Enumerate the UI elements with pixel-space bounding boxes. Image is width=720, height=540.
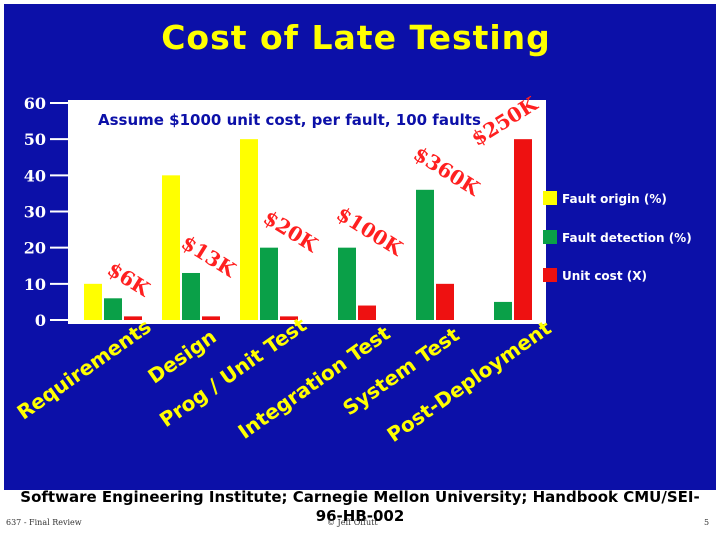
bar-unitcost xyxy=(202,316,220,320)
bar-unitcost xyxy=(280,316,298,320)
bar-detection xyxy=(104,298,122,320)
bar-unitcost xyxy=(514,139,532,320)
bar-detection xyxy=(260,247,278,320)
bar-unitcost xyxy=(436,283,454,320)
chart-annotation: Assume $1000 unit cost, per fault, 100 f… xyxy=(98,111,481,129)
y-tick-label: 40 xyxy=(24,166,46,185)
bar-origin xyxy=(240,139,258,320)
legend-label: Unit cost (X) xyxy=(562,269,647,283)
footer-copyright: © Jeff Offutt xyxy=(327,518,378,527)
legend-label: Fault origin (%) xyxy=(562,192,667,206)
annotation-box xyxy=(68,100,546,324)
bar-detection xyxy=(182,272,200,320)
y-tick-label: 20 xyxy=(24,239,46,258)
bar-detection xyxy=(494,301,512,320)
bar-detection xyxy=(338,247,356,320)
y-axis: 0 10 20 30 40 50 60 xyxy=(24,94,68,330)
y-tick-label: 10 xyxy=(24,275,46,294)
y-tick-label: 30 xyxy=(24,203,46,222)
bar-origin xyxy=(84,283,102,320)
footer-page-number: 5 xyxy=(704,518,710,527)
category-label: Requirements xyxy=(12,314,155,424)
legend: Fault origin (%) Fault detection (%) Unit … xyxy=(543,191,692,283)
y-tick-label: 0 xyxy=(35,311,46,330)
bar-unitcost xyxy=(358,305,376,320)
bars-layer xyxy=(84,139,532,320)
footer-course: 637 - Final Review xyxy=(6,518,82,527)
slide-title: Cost of Late Testing xyxy=(161,18,551,57)
category-label: Post-Deployment xyxy=(382,315,555,446)
bar-origin xyxy=(162,175,180,320)
source-citation: Software Engineering Institute; Carnegie… xyxy=(20,488,700,525)
y-tick-label: 50 xyxy=(24,130,46,149)
legend-swatch-detection xyxy=(543,230,557,244)
legend-swatch-origin xyxy=(543,191,557,205)
bar-detection xyxy=(416,189,434,320)
y-tick-label: 60 xyxy=(24,94,46,113)
legend-label: Fault detection (%) xyxy=(562,231,692,245)
legend-swatch-unitcost xyxy=(543,268,557,282)
bar-unitcost xyxy=(124,316,142,320)
